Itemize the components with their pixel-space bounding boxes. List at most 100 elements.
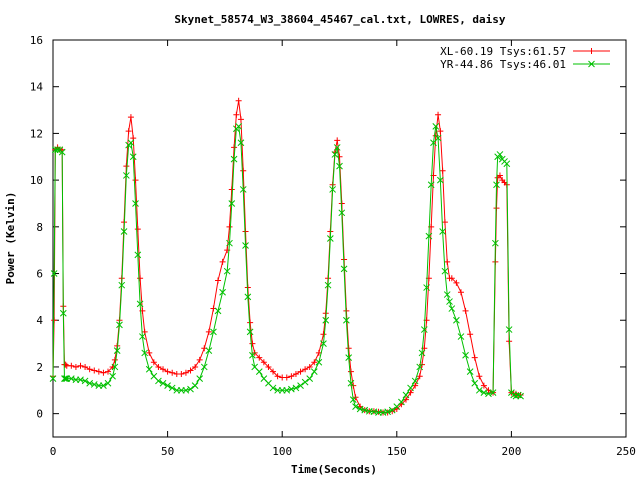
data-point bbox=[326, 235, 334, 242]
data-point bbox=[233, 111, 240, 118]
data-point bbox=[260, 359, 267, 366]
data-point bbox=[235, 97, 242, 104]
data-point bbox=[297, 382, 304, 389]
data-point bbox=[306, 363, 313, 370]
data-point bbox=[306, 375, 314, 382]
chart-title: Skynet_58574_W3_38604_45467_cal.txt, LOW… bbox=[174, 13, 506, 26]
data-point bbox=[226, 239, 233, 247]
data-point bbox=[336, 162, 343, 170]
data-point bbox=[136, 300, 144, 308]
data-point bbox=[503, 160, 511, 168]
data-point bbox=[505, 326, 513, 333]
data-point bbox=[191, 382, 199, 389]
data-point bbox=[384, 408, 391, 416]
data-point bbox=[168, 384, 176, 392]
data-point bbox=[95, 368, 102, 375]
data-point bbox=[310, 368, 318, 375]
data-point bbox=[237, 116, 244, 123]
data-point bbox=[288, 373, 295, 380]
data-point bbox=[187, 385, 194, 393]
data-point bbox=[489, 389, 497, 396]
data-point bbox=[448, 305, 456, 312]
data-point bbox=[436, 176, 444, 184]
data-point bbox=[164, 368, 171, 375]
data-point bbox=[444, 258, 451, 265]
data-point bbox=[448, 275, 455, 282]
series-layer bbox=[49, 97, 524, 416]
data-point bbox=[402, 391, 410, 399]
y-tick-label: 16 bbox=[30, 34, 43, 47]
data-point bbox=[196, 375, 204, 382]
data-point bbox=[493, 181, 500, 189]
data-point bbox=[228, 200, 236, 207]
legend-marker bbox=[588, 60, 595, 68]
data-point bbox=[111, 363, 119, 371]
data-point bbox=[249, 351, 256, 359]
data-point bbox=[443, 291, 451, 298]
data-point bbox=[349, 396, 357, 403]
legend-marker bbox=[588, 48, 595, 54]
data-point bbox=[347, 379, 355, 387]
y-tick-label: 6 bbox=[36, 268, 43, 281]
data-point bbox=[59, 309, 67, 317]
data-point bbox=[90, 381, 98, 388]
data-point bbox=[340, 265, 348, 273]
data-point bbox=[200, 363, 208, 371]
data-point bbox=[155, 363, 162, 370]
axis-ticks: 0 50 100 150 200 250 0 2 4 6 8 10 12 14 16 bbox=[30, 34, 636, 458]
data-point bbox=[187, 367, 194, 374]
data-point bbox=[155, 377, 162, 385]
data-point bbox=[141, 349, 149, 357]
data-point bbox=[81, 377, 89, 385]
data-point bbox=[205, 328, 212, 335]
data-point bbox=[132, 200, 139, 207]
data-point bbox=[256, 354, 263, 361]
data-point bbox=[125, 128, 132, 135]
y-tick-label: 14 bbox=[30, 81, 44, 94]
data-point bbox=[292, 370, 299, 377]
data-point bbox=[160, 366, 167, 373]
data-point bbox=[226, 223, 233, 230]
data-point bbox=[54, 146, 61, 154]
data-point bbox=[111, 356, 118, 363]
data-point bbox=[49, 375, 57, 382]
data-point bbox=[398, 398, 405, 406]
data-point bbox=[192, 363, 199, 370]
data-point bbox=[61, 375, 68, 382]
data-point bbox=[453, 279, 460, 286]
data-point bbox=[416, 373, 423, 380]
data-point bbox=[86, 366, 93, 373]
data-point bbox=[416, 363, 424, 371]
data-point bbox=[311, 359, 318, 366]
data-point bbox=[283, 374, 290, 381]
data-point bbox=[145, 365, 153, 373]
data-point bbox=[467, 331, 474, 338]
data-point bbox=[240, 167, 247, 174]
data-point bbox=[239, 186, 247, 193]
data-point bbox=[457, 289, 464, 296]
data-point bbox=[462, 351, 469, 359]
data-point bbox=[91, 367, 98, 374]
x-tick-label: 0 bbox=[50, 445, 57, 458]
data-point bbox=[223, 267, 231, 275]
data-point bbox=[269, 384, 277, 392]
data-point bbox=[127, 139, 135, 147]
data-point bbox=[297, 368, 304, 375]
data-point bbox=[270, 368, 277, 375]
data-point bbox=[517, 392, 524, 400]
y-tick-label: 12 bbox=[30, 127, 43, 140]
data-point bbox=[288, 385, 295, 393]
y-tick-label: 0 bbox=[36, 408, 43, 421]
data-point bbox=[182, 369, 189, 376]
data-point bbox=[164, 382, 171, 389]
series-1 bbox=[50, 97, 524, 416]
data-point bbox=[435, 111, 442, 118]
data-point bbox=[439, 228, 446, 235]
data-point bbox=[441, 219, 448, 226]
data-point bbox=[169, 369, 176, 376]
data-point bbox=[338, 209, 346, 217]
data-point bbox=[249, 340, 256, 347]
data-point bbox=[334, 137, 341, 144]
